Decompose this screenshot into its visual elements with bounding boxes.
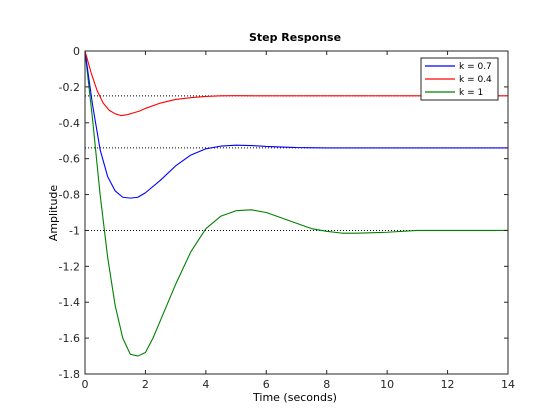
legend-label: k = 0.7 (459, 62, 492, 72)
chart-title: Step Response (249, 31, 341, 44)
y-tick-label: -1.8 (59, 368, 80, 381)
plot-frame (84, 50, 509, 375)
y-tick-label: -0.8 (59, 189, 80, 202)
x-axis-label: Time (seconds) (252, 391, 337, 404)
x-tick-label: 8 (323, 378, 330, 391)
x-tick-label: 4 (202, 378, 209, 391)
y-axis-ticks: 0 -0.2 -0.4 -0.6 -0.8 -1 -1.2 -1.4 -1.6 -1.8 (59, 45, 508, 381)
x-axis-ticks: 0 2 4 6 8 10 12 14 (82, 51, 515, 391)
x-tick-label: 12 (441, 378, 455, 391)
x-tick-label: 14 (501, 378, 515, 391)
y-tick-label: -0.4 (59, 117, 80, 130)
series-lines (84, 50, 508, 357)
y-tick-label: -0.6 (59, 153, 80, 166)
series-line (84, 50, 508, 357)
y-tick-label: -0.2 (59, 81, 80, 94)
x-tick-label: 6 (263, 378, 270, 391)
legend-label: k = 0.4 (459, 75, 492, 85)
y-axis-label: Amplitude (47, 185, 60, 242)
series-line (84, 50, 508, 199)
y-tick-label: 0 (73, 45, 80, 58)
legend: k = 0.7 k = 0.4 k = 1 (420, 57, 499, 101)
legend-label: k = 1 (459, 88, 483, 98)
series-line (84, 50, 508, 117)
y-tick-label: -1.6 (59, 332, 80, 345)
x-tick-label: 2 (142, 378, 149, 391)
y-tick-label: -1.2 (59, 260, 80, 273)
y-tick-label: -1.4 (59, 296, 80, 309)
x-tick-label: 10 (380, 378, 394, 391)
x-tick-label: 0 (82, 378, 89, 391)
y-tick-label: -1 (69, 224, 80, 237)
